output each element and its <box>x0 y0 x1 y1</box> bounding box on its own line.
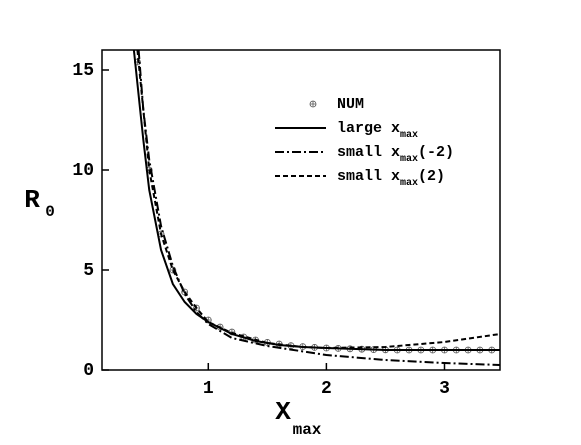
y-tick-label: 10 <box>72 161 94 181</box>
legend-label-part: NUM <box>337 96 364 113</box>
legend-label-part: max <box>400 154 418 165</box>
plot-frame <box>101 49 501 371</box>
x-tick-label: 3 <box>439 379 450 399</box>
marker <box>309 100 317 108</box>
x-tick-label: 1 <box>203 379 214 399</box>
y-tick-label: 5 <box>83 261 94 281</box>
x-axis-label-sub: max <box>293 421 322 439</box>
legend-label: NUM <box>337 96 364 113</box>
plot-area <box>132 50 500 366</box>
marker-cross <box>310 101 316 107</box>
legend-label-part: small x <box>337 168 400 185</box>
x-axis-label: X <box>275 397 291 427</box>
series-line <box>132 50 500 351</box>
legend-label-part: large x <box>337 120 400 137</box>
legend-label: small xmax(2) <box>337 168 445 189</box>
y-tick-label: 0 <box>83 361 94 381</box>
legend-label-part: max <box>400 178 418 189</box>
y-axis-label: R <box>24 185 40 215</box>
legend-label-part: max <box>400 130 418 141</box>
x-tick-label: 2 <box>321 379 332 399</box>
legend-label-part: (2) <box>418 168 445 185</box>
y-tick-label: 15 <box>72 61 94 81</box>
legend-label-part: (-2) <box>418 144 454 161</box>
y-axis-label-sub: 0 <box>45 203 55 221</box>
legend-label: large xmax <box>337 120 418 141</box>
series-line <box>136 50 500 350</box>
legend-label: small xmax(-2) <box>337 144 454 165</box>
series-line <box>137 50 500 366</box>
legend-label-part: small x <box>337 144 400 161</box>
